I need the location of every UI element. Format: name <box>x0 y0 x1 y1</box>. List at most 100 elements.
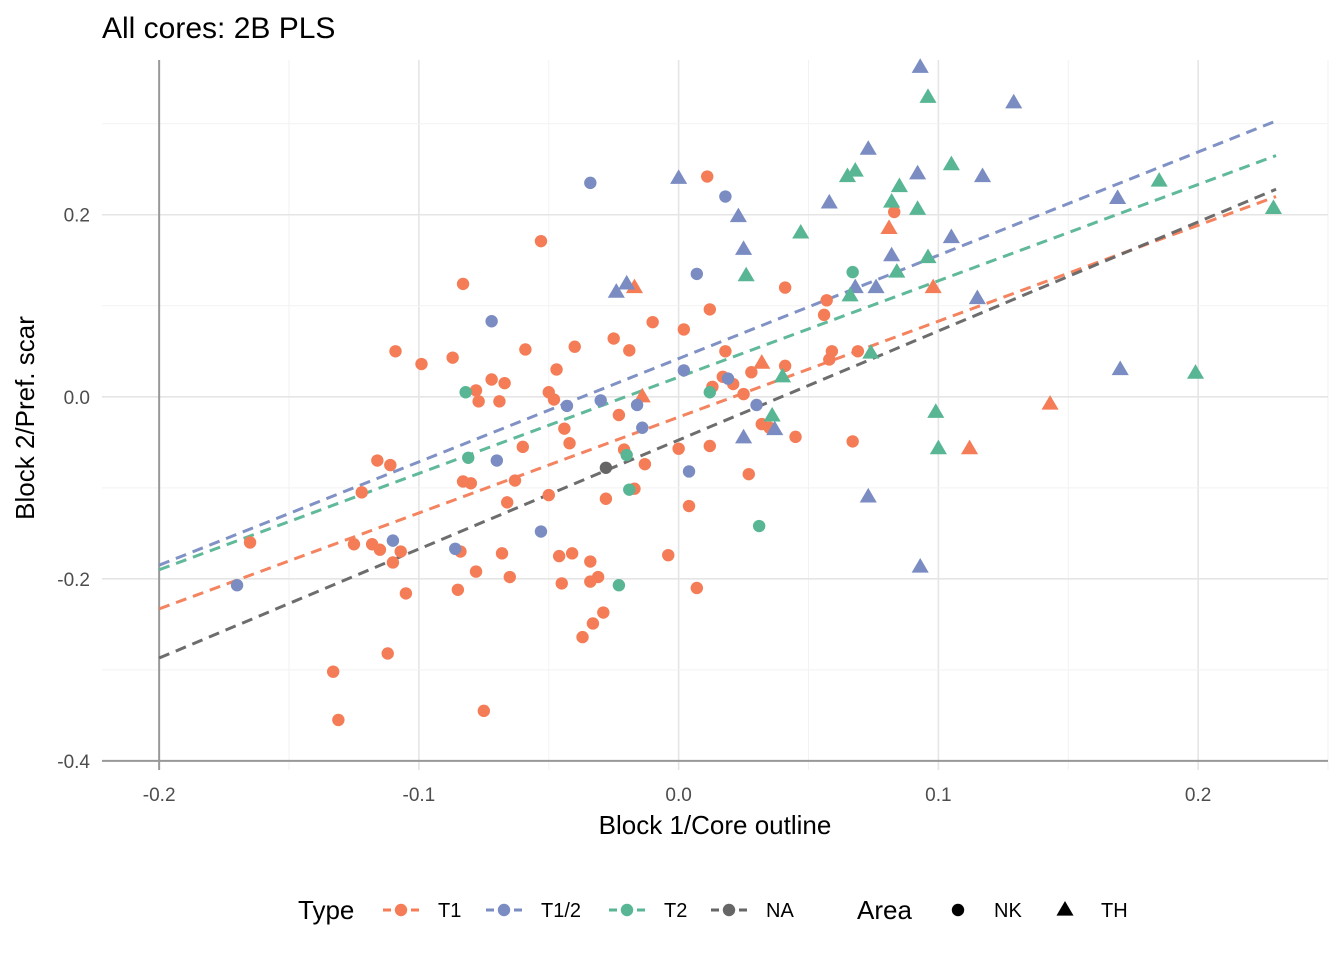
data-point-triangle <box>929 439 947 455</box>
data-point-triangle <box>820 193 838 209</box>
data-point-circle <box>568 340 581 353</box>
data-point-circle <box>721 372 735 385</box>
data-point-circle <box>778 359 792 373</box>
legend-label: TH <box>1101 900 1128 922</box>
data-point-triangle <box>792 223 810 239</box>
data-point-circle <box>612 408 626 422</box>
data-point-triangle <box>1041 395 1059 410</box>
data-point-circle <box>415 357 428 371</box>
data-point-triangle <box>1111 360 1129 376</box>
y-tick-label: -0.2 <box>57 570 90 591</box>
data-point-triangle <box>961 439 979 455</box>
data-point-circle <box>386 556 400 569</box>
data-point-circle <box>703 386 717 399</box>
data-point-circle <box>620 448 633 462</box>
legend-key-point <box>620 903 634 917</box>
data-point-circle <box>558 422 571 435</box>
data-point-triangle <box>942 228 960 244</box>
data-point-circle <box>381 647 394 660</box>
data-point-circle <box>534 234 548 248</box>
data-point-circle <box>778 281 792 294</box>
data-point-circle <box>472 395 485 408</box>
legend-key-point <box>722 903 736 917</box>
data-point-circle <box>384 458 397 472</box>
data-point-circle <box>888 205 901 219</box>
data-point-circle <box>597 606 610 619</box>
data-point-circle <box>347 538 361 551</box>
data-point-triangle <box>919 248 937 264</box>
data-point-circle <box>703 303 717 316</box>
data-point-circle <box>737 387 750 401</box>
data-point-circle <box>446 351 459 364</box>
data-point-circle <box>462 451 475 464</box>
data-point-triangle <box>753 354 771 369</box>
data-point-circle <box>477 704 491 718</box>
data-point-triangle <box>1150 172 1168 187</box>
data-point-triangle <box>1005 93 1023 109</box>
data-point-circle <box>394 545 407 558</box>
data-point-triangle <box>633 387 651 403</box>
data-point-triangle <box>773 367 792 383</box>
data-point-circle <box>745 366 758 379</box>
data-point-triangle <box>763 406 781 422</box>
x-tick-label: -0.1 <box>403 785 436 806</box>
data-point-triangle <box>729 207 747 223</box>
data-point-circle <box>820 294 833 307</box>
x-tick-label: -0.2 <box>143 785 176 806</box>
legend-key-point <box>497 903 511 917</box>
data-point-circle <box>607 332 620 345</box>
y-axis-title: Block 2/Pref. scar <box>10 316 40 520</box>
legend-label: NK <box>994 900 1022 922</box>
data-point-triangle <box>735 428 753 444</box>
data-point-circle <box>851 345 865 358</box>
chart-title: All cores: 2B PLS <box>102 12 335 45</box>
data-point-circle <box>623 344 636 357</box>
data-point-circle <box>630 398 644 412</box>
data-point-triangle <box>737 266 755 282</box>
data-point-circle <box>550 363 563 376</box>
data-point-circle <box>508 474 522 487</box>
data-point-triangle <box>1109 189 1127 204</box>
legend-label: T1/2 <box>541 900 581 922</box>
data-point-circle <box>459 386 472 399</box>
data-point-circle <box>565 547 579 560</box>
data-point-triangle <box>618 274 636 290</box>
legend-key-point <box>394 903 408 917</box>
data-point-circle <box>519 343 532 356</box>
data-point-circle <box>552 549 566 563</box>
data-point-circle <box>703 439 717 453</box>
data-point-circle <box>594 394 607 407</box>
data-point-circle <box>498 376 511 390</box>
data-point-circle <box>690 581 704 595</box>
data-point-triangle <box>909 164 927 180</box>
x-tick-label: 0.2 <box>1185 785 1211 806</box>
data-point-circle <box>750 398 763 412</box>
data-point-circle <box>485 315 498 328</box>
x-tick-label: 0.1 <box>925 785 951 806</box>
data-point-triangle <box>841 286 859 302</box>
data-point-triangle <box>607 283 625 298</box>
data-point-triangle <box>838 167 857 183</box>
data-point-triangle <box>968 289 986 305</box>
trend-line <box>158 119 1277 567</box>
data-point-circle <box>560 399 574 413</box>
y-tick-label: -0.4 <box>57 752 90 773</box>
data-point-circle <box>534 525 548 538</box>
data-point-triangle <box>927 403 945 418</box>
data-point-circle <box>373 543 387 556</box>
data-point-circle <box>599 461 613 474</box>
data-point-circle <box>555 577 568 590</box>
data-point-circle <box>371 454 384 467</box>
data-point-circle <box>355 486 368 499</box>
data-point-triangle <box>911 58 929 73</box>
data-point-triangle <box>919 88 937 103</box>
data-point-circle <box>789 430 802 444</box>
data-point-circle <box>825 345 839 358</box>
data-point-triangle <box>973 167 992 183</box>
legend-label: T2 <box>664 900 687 922</box>
trend-line <box>158 154 1277 572</box>
trend-line <box>158 187 1277 660</box>
data-point-circle <box>662 548 675 562</box>
data-points <box>230 58 1283 727</box>
data-point-circle <box>501 496 514 509</box>
